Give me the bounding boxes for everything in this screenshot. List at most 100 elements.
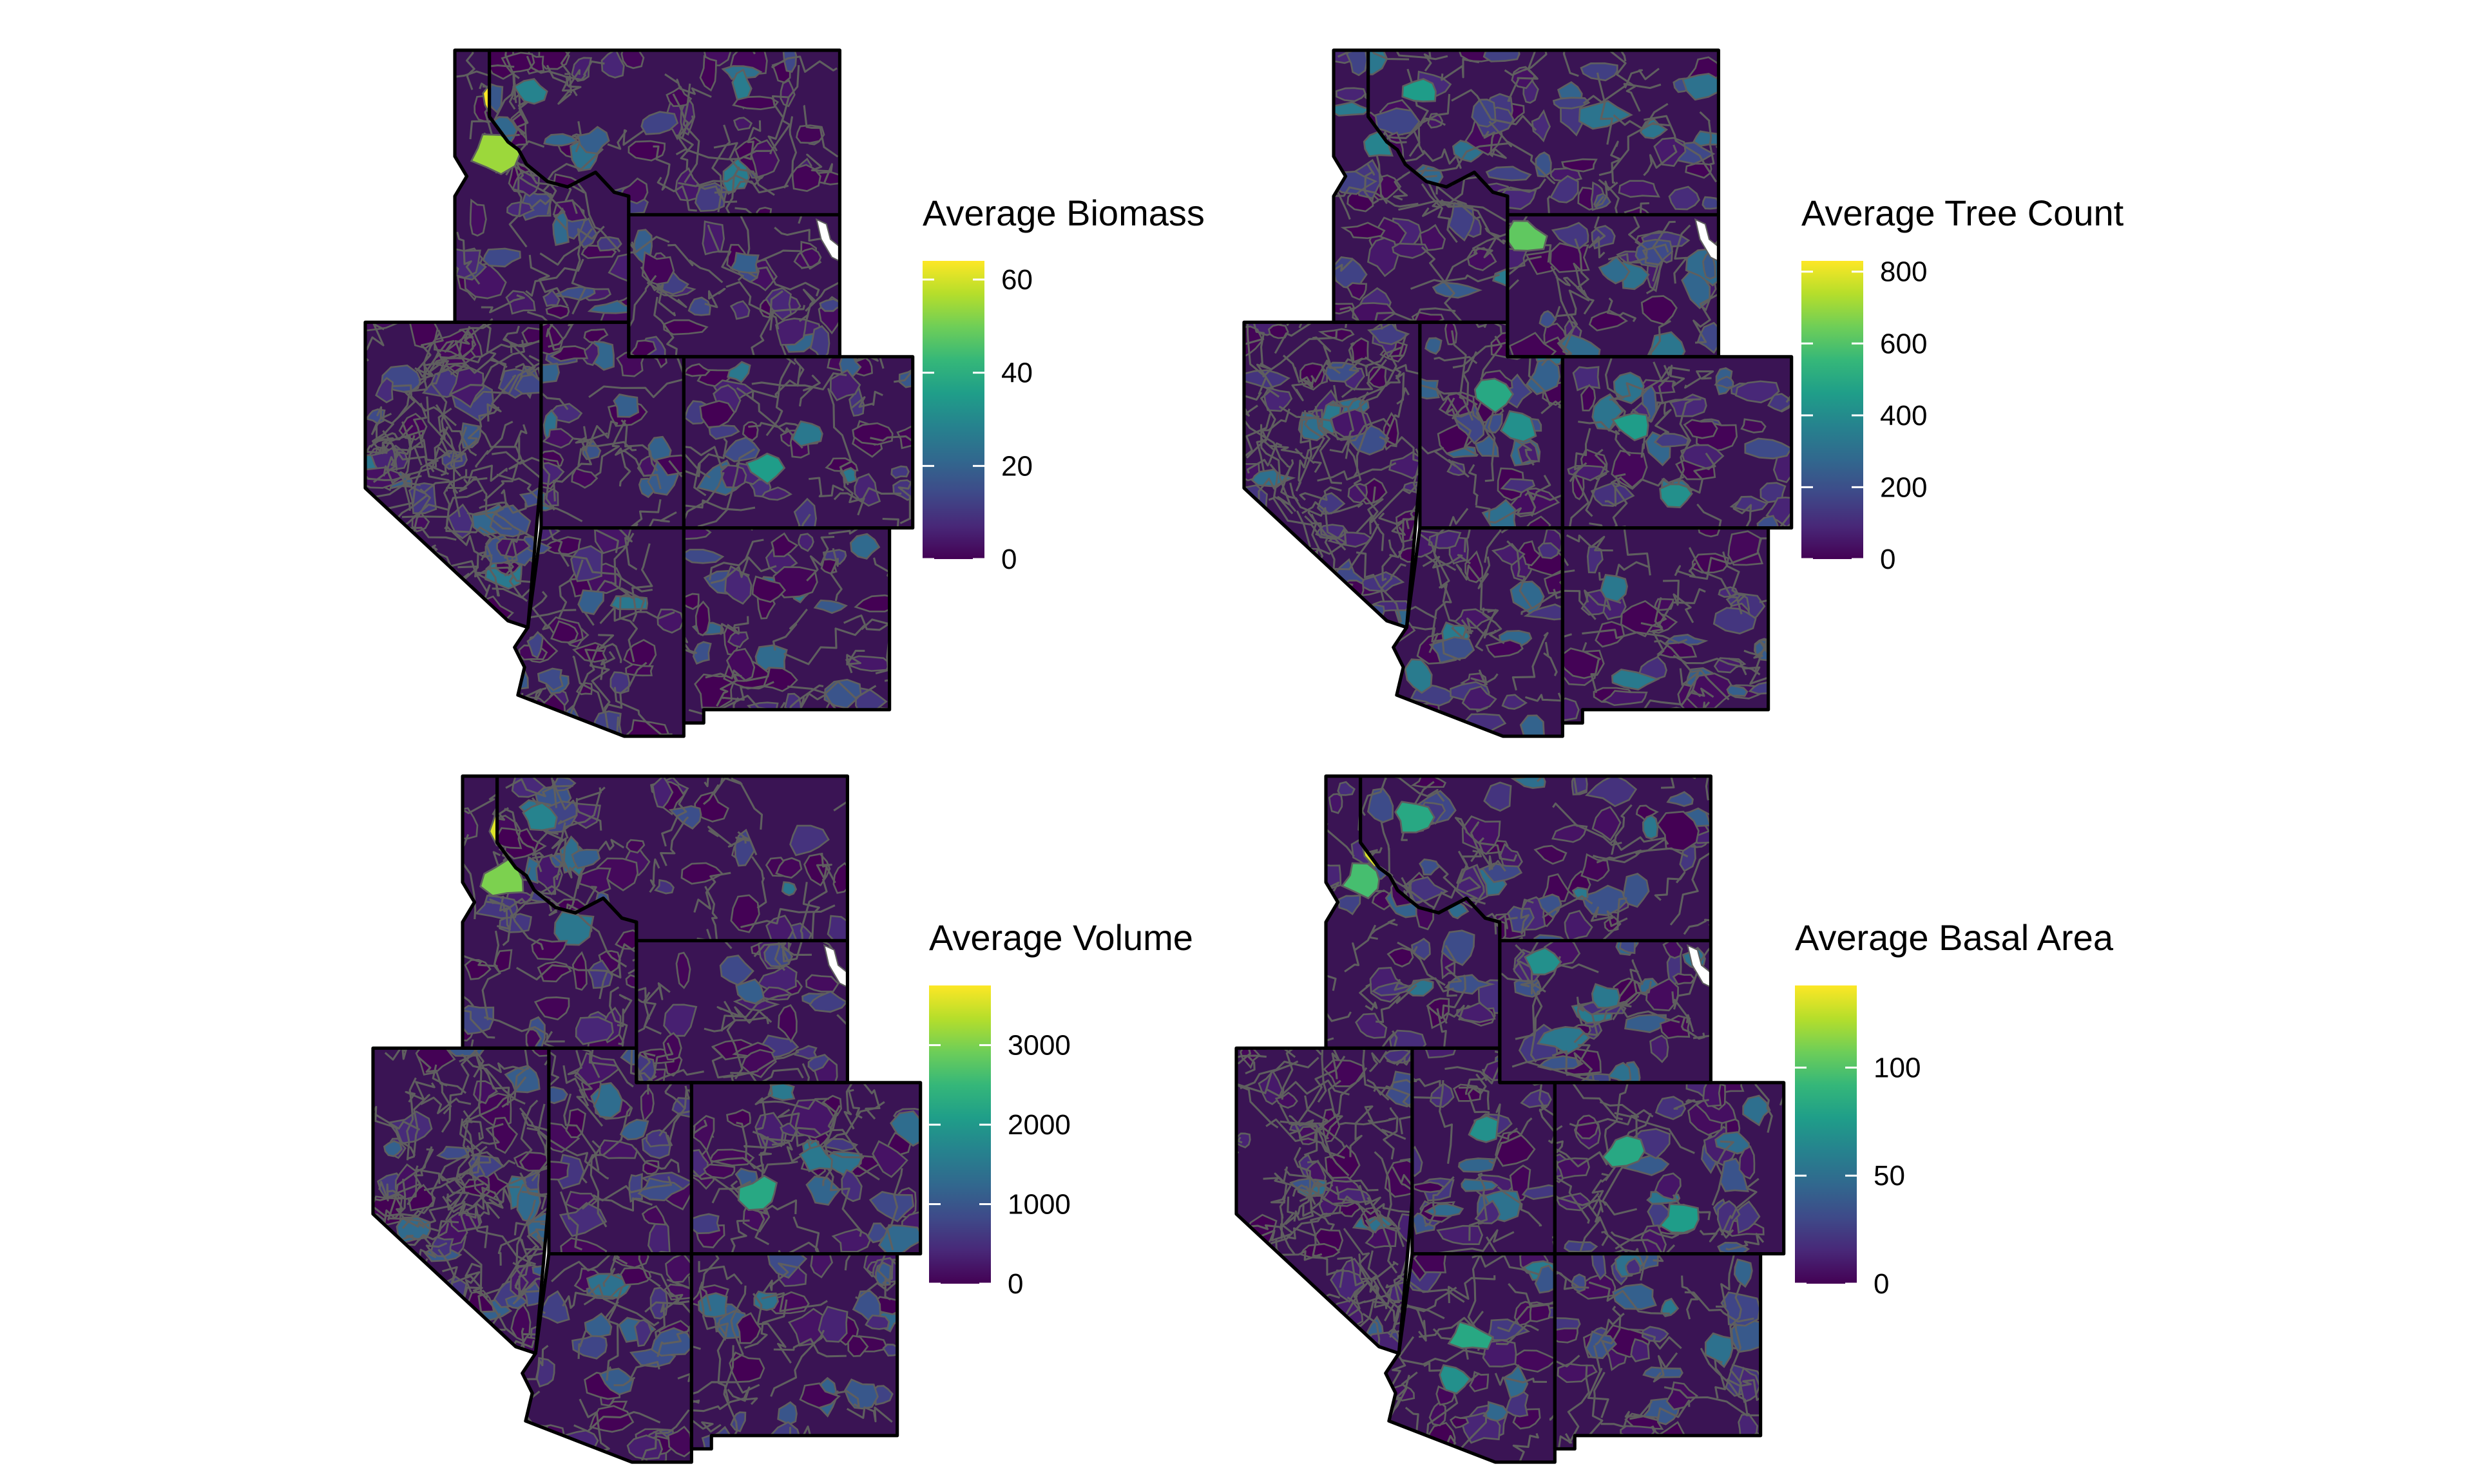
zone-boundary [522, 1389, 541, 1411]
zone-boundary [1601, 1306, 1622, 1357]
zone-boundary [657, 1310, 692, 1357]
zone-boundary [1589, 522, 1656, 528]
zone-patch [1517, 441, 1540, 465]
zone-boundary [465, 1186, 496, 1219]
zone-patch [793, 497, 817, 528]
zone-boundary [548, 1048, 560, 1087]
zone-boundary [806, 535, 835, 582]
zone-patch [1618, 180, 1660, 198]
zone-boundary [1436, 387, 1481, 421]
zone-boundary [1341, 359, 1388, 398]
zone-boundary [390, 533, 405, 591]
zone-boundary [723, 1051, 800, 1079]
legend-title: Average Tree Count [1801, 193, 2124, 233]
zone-patch [1668, 186, 1700, 211]
state-new-mexico [691, 1253, 897, 1449]
zone-hotspot [1658, 1203, 1700, 1234]
zone-hotspot [1468, 1115, 1499, 1143]
zone-patch [781, 881, 798, 897]
zone-patch [1685, 162, 1712, 179]
zone-boundary [608, 661, 647, 709]
zone-boundary [1281, 1048, 1313, 1100]
zone-boundary [517, 322, 541, 348]
zone-boundary [707, 224, 744, 281]
zone-patch [1263, 386, 1293, 412]
zone-boundary [463, 984, 474, 1007]
zone-boundary [515, 1199, 536, 1301]
zone-patch [1748, 681, 1769, 695]
zone-boundary [1341, 1195, 1412, 1215]
zone-boundary [1596, 838, 1665, 864]
zone-boundary [1312, 1234, 1345, 1288]
zone-patch [397, 609, 438, 628]
zone-boundary [513, 424, 528, 461]
zone-patch [1692, 130, 1719, 147]
zone-patch [1419, 224, 1446, 251]
zone-patch [525, 1028, 542, 1049]
state-colorado [684, 356, 913, 528]
zone-boundary [1236, 1258, 1293, 1288]
map [371, 774, 923, 1464]
zone-boundary [711, 124, 731, 213]
zone-patch [550, 620, 579, 643]
zone-boundary [1368, 50, 1410, 61]
zone-boundary [1477, 556, 1499, 620]
zone-boundary [1260, 424, 1297, 512]
zone-patch [1386, 947, 1414, 967]
zone-boundary [1254, 548, 1285, 567]
zone-boundary [1575, 1192, 1601, 1254]
zone-patch [775, 857, 803, 879]
zone-patch [586, 1273, 632, 1298]
zone-boundary [1236, 1053, 1267, 1066]
zone-boundary [1515, 956, 1561, 1040]
zone-patch [733, 117, 753, 131]
zone-patch [1738, 1145, 1756, 1180]
zone-boundary [1728, 657, 1768, 685]
zone-boundary [1246, 408, 1290, 459]
zone-boundary [846, 649, 865, 674]
zone-boundary [1708, 915, 1711, 935]
zone-patch [1461, 685, 1497, 711]
zone-boundary [407, 1148, 434, 1206]
legend: Average Volume 0 1000 2000 3000 [929, 917, 1193, 1300]
zone-boundary [562, 1065, 604, 1127]
zone-boundary [1289, 1114, 1323, 1134]
zone-boundary [1507, 51, 1539, 102]
zone-boundary [752, 1127, 822, 1143]
zone-boundary [1419, 445, 1470, 478]
zone-boundary [1243, 540, 1265, 598]
zone-boundary [450, 326, 471, 376]
zone-boundary [617, 994, 633, 1027]
zone-patch [533, 996, 570, 1021]
zone-boundary [1609, 366, 1691, 401]
colorbar-tick-label: 50 [1874, 1160, 1905, 1192]
zone-boundary [1654, 640, 1730, 701]
zone-boundary [628, 236, 637, 256]
zone-patch [751, 575, 787, 603]
zone-boundary [463, 1248, 517, 1338]
zone-boundary [1473, 236, 1499, 258]
zone-boundary [1295, 444, 1321, 492]
zone-boundary [365, 517, 374, 598]
zone-boundary [1334, 155, 1351, 220]
zone-boundary [1673, 1099, 1709, 1110]
zone-patch [593, 528, 635, 555]
zone-hotspot [619, 1119, 649, 1141]
zone-boundary [521, 1112, 549, 1166]
colorbar-tick-label: 0 [1874, 1268, 1889, 1300]
state-wyoming [636, 940, 848, 1083]
zone-boundary [1689, 537, 1769, 580]
zone-patch [729, 300, 751, 320]
zone-patch [1640, 295, 1678, 326]
zone-boundary [1307, 1160, 1379, 1192]
zone-boundary [463, 1110, 484, 1141]
zone-patch [730, 1411, 747, 1432]
zone-patch [372, 1213, 386, 1242]
zone-patch [589, 1405, 635, 1433]
colorbar-tick-label: 200 [1880, 471, 1927, 503]
zone-patch [691, 1148, 709, 1178]
zone-boundary [818, 714, 837, 723]
zone-boundary [697, 448, 756, 528]
zone-boundary [1374, 1151, 1405, 1248]
